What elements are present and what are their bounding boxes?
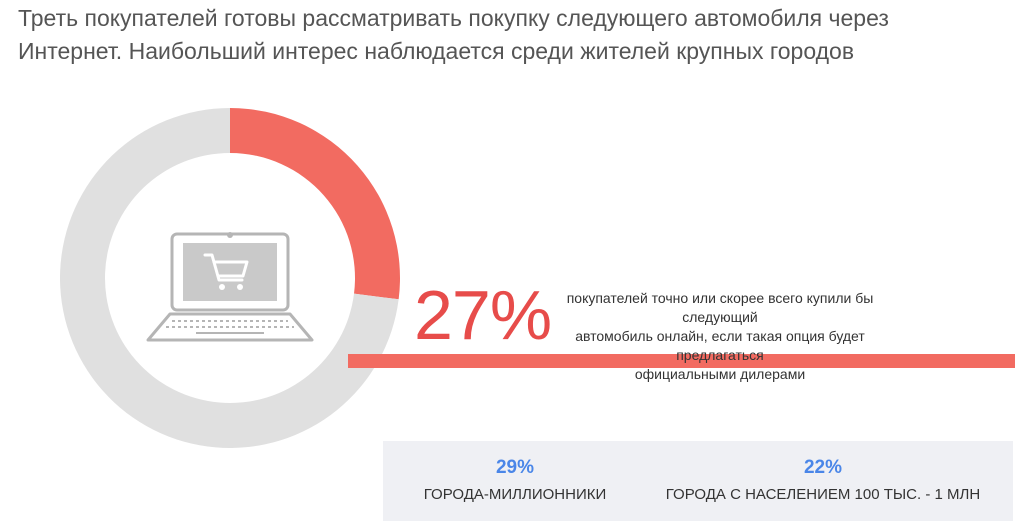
stat-value: 22% [803, 457, 843, 478]
page-title-line-2: Интернет. Наибольший интерес наблюдается… [18, 38, 855, 64]
city-stats-panel: 29% ГОРОДА-МИЛЛИОННИКИ 22% ГОРОДА С НАСЕ… [383, 441, 1013, 521]
highlight-caption-line-1: покупателей точно или скорее всего купил… [566, 290, 874, 325]
donut-slice-highlight [230, 108, 400, 300]
stat-label: ГОРОДА С НАСЕЛЕНИЕМ 100 ТЫС. - 1 МЛН [665, 486, 981, 503]
page-title-line-1: Треть покупателей готовы рассматривать п… [18, 5, 889, 31]
laptop-shopping-cart-icon [146, 232, 314, 342]
highlight-leader-bar [348, 354, 1015, 368]
donut-slices [59, 108, 400, 448]
highlight-caption-line-3: официальными дилерами [634, 366, 806, 382]
stat-mid-cities: 22% ГОРОДА С НАСЕЛЕНИЕМ 100 ТЫС. - 1 МЛН [653, 455, 993, 505]
stat-value: 29% [495, 457, 535, 478]
page-title: Треть покупателей готовы рассматривать п… [18, 2, 1018, 68]
highlight-caption: покупателей точно или скорее всего купил… [548, 289, 892, 384]
stat-label: ГОРОДА-МИЛЛИОННИКИ [423, 486, 607, 503]
highlight-value: 27% [414, 276, 552, 354]
stat-million-cities: 29% ГОРОДА-МИЛЛИОННИКИ [415, 455, 615, 505]
highlight-caption-line-2: автомобиль онлайн, если такая опция буде… [575, 328, 865, 363]
